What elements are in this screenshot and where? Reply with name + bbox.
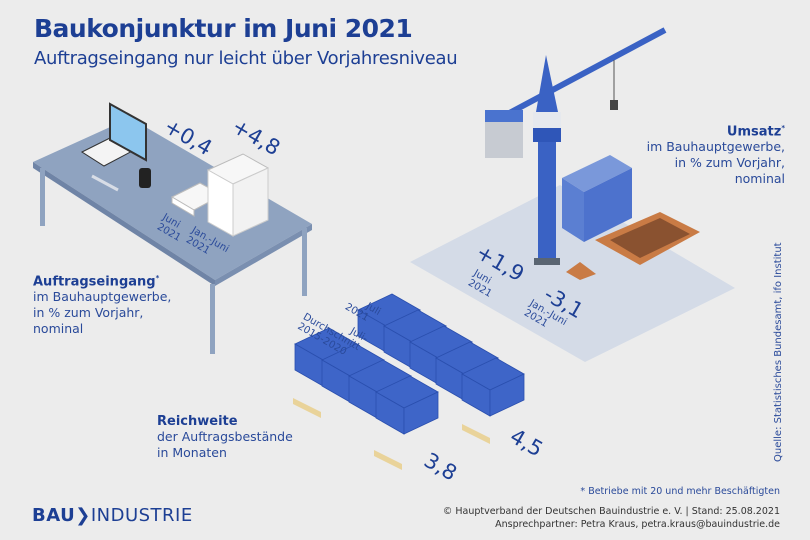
crane-illustration	[485, 27, 700, 280]
page-title: Baukonjunktur im Juni 2021	[34, 14, 413, 43]
auftragseingang-legend: Auftragseingang* im Bauhauptgewerbe, in …	[33, 274, 172, 337]
page-subtitle: Auftragseingang nur leicht über Vorjahre…	[34, 48, 458, 69]
chevron-right-icon: ❯	[75, 505, 91, 526]
bauindustrie-logo: BAU❯INDUSTRIE	[32, 505, 193, 526]
source-note: Quelle: Statistisches Bundesamt, ifo Ins…	[773, 242, 784, 462]
reichweite-legend: Reichweite der Auftragsbestände in Monat…	[157, 414, 293, 460]
umsatz-legend: Umsatz* im Bauhauptgewerbe, in % zum Vor…	[646, 124, 785, 187]
desk-illustration	[33, 102, 312, 354]
footnote: * Betriebe mit 20 und mehr Beschäftigten	[580, 486, 780, 497]
pallet-stacks-illustration	[293, 293, 525, 470]
footer-credits: © Hauptverband der Deutschen Bauindustri…	[442, 506, 780, 530]
